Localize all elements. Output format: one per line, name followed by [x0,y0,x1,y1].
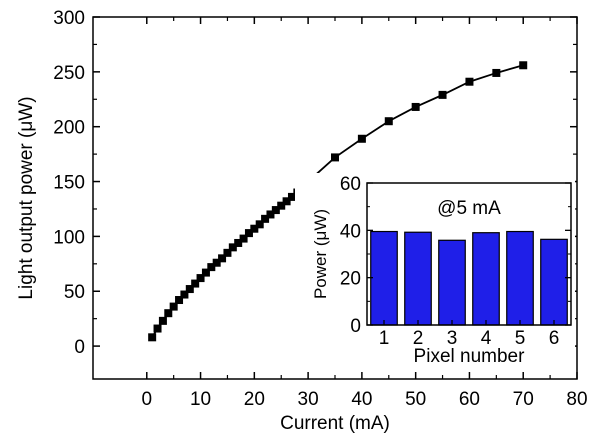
data-point [191,279,200,288]
y-axis-title: Light output power (μW) [16,96,37,299]
x-tick-label: 80 [566,389,587,410]
data-point [271,206,280,215]
inset-bar [370,230,398,326]
x-tick-label: 10 [190,389,211,410]
x-tick-label: 40 [351,389,372,410]
data-point [357,134,366,143]
x-axis-title: Current (mA) [280,413,390,434]
x-tick-label: 20 [244,389,265,410]
data-point [465,77,474,86]
main-plot: 0 10 20 30 40 50 60 70 80050100150200250300Curre… [16,8,588,434]
y-tick-label: 50 [64,282,85,303]
data-point [207,263,216,272]
x-tick-label: 0 [141,389,152,410]
inset-x-tick-label: 3 [447,328,458,349]
data-point [282,197,291,206]
y-tick-label: 150 [53,173,85,194]
data-point [411,102,420,111]
x-tick-label: 70 [513,389,534,410]
inset-annotation: @5 mA [437,198,501,219]
data-point [255,220,264,229]
data-point [250,224,259,233]
data-point [185,285,194,294]
inset-x-tick-label: 5 [515,328,526,349]
data-point [148,333,157,342]
inset-x-tick-label: 6 [549,328,560,349]
data-point [201,268,210,277]
data-point [164,309,173,318]
x-tick-label: 60 [459,389,480,410]
data-point [228,243,237,252]
data-point [287,192,296,201]
x-tick-label: 30 [298,389,319,410]
data-point [438,90,447,99]
data-point [492,68,501,77]
data-point [261,214,270,223]
y-tick-label: 100 [53,227,85,248]
inset-bar [404,231,432,326]
data-point [153,324,162,333]
data-point [234,238,243,247]
inset-y-tick-label: 40 [340,221,361,242]
data-point [519,61,528,70]
y-tick-label: 0 [74,337,85,358]
inset-bar [438,239,466,326]
data-point [266,210,275,219]
inset-y-axis-title: Power (μW) [311,209,330,299]
inset-x-axis-title: Pixel number [414,346,526,367]
inset-bar [472,232,500,326]
data-point [180,290,189,299]
data-point [218,254,227,263]
y-tick-label: 300 [53,8,85,29]
inset-y-tick-label: 60 [340,174,361,195]
data-point [158,316,167,325]
inset-x-tick-label: 2 [413,328,424,349]
inset-bar [506,230,534,326]
data-point [244,229,253,238]
inset-y-tick-label: 0 [350,316,361,337]
y-tick-label: 250 [53,63,85,84]
inset-bar [540,238,568,326]
y-tick-label: 200 [53,118,85,139]
inset-y-tick-label: 20 [340,269,361,290]
data-point [384,117,393,126]
data-point [277,201,286,210]
data-point [169,302,178,311]
inset-x-tick-label: 4 [481,328,492,349]
data-point [196,274,205,283]
data-point [212,258,221,267]
data-point [239,234,248,243]
data-point [175,296,184,305]
inset-x-tick-label: 1 [379,328,390,349]
x-tick-label: 50 [405,389,426,410]
data-point [223,248,232,257]
data-point [331,153,339,162]
